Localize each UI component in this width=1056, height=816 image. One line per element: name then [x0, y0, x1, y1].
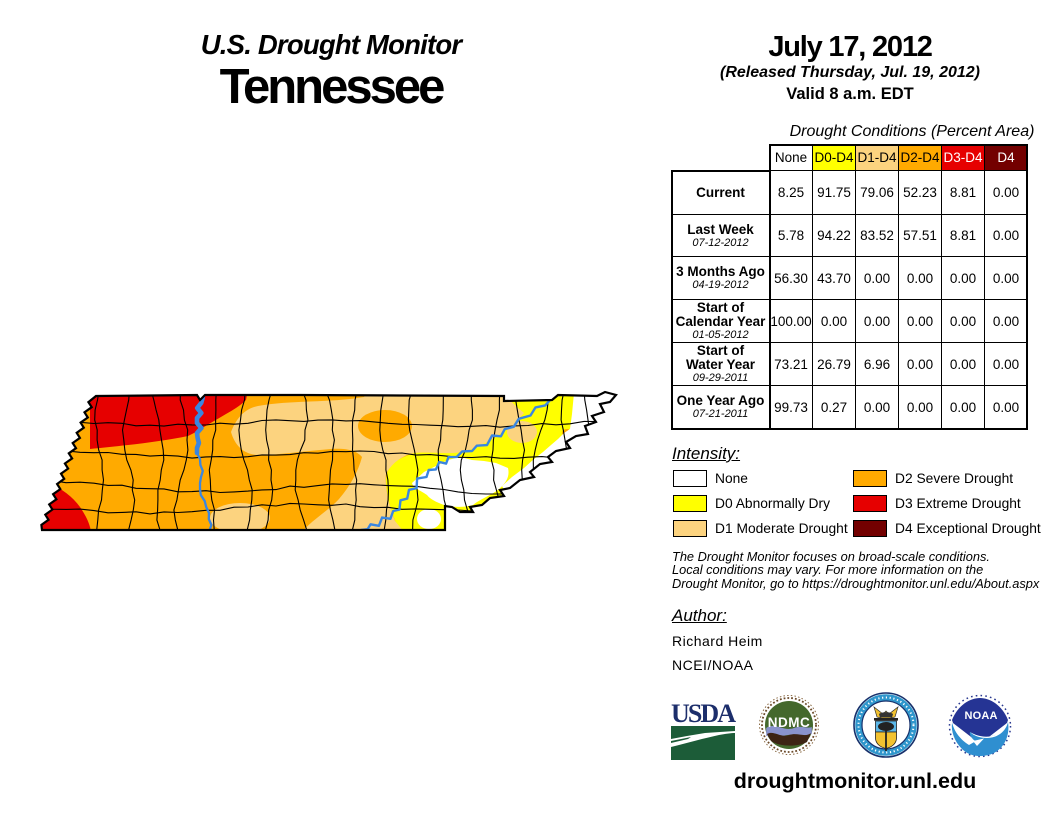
svg-text:NOAA: NOAA [965, 710, 998, 722]
svg-text:NDMC: NDMC [768, 715, 811, 730]
svg-text:USDA: USDA [671, 699, 736, 728]
